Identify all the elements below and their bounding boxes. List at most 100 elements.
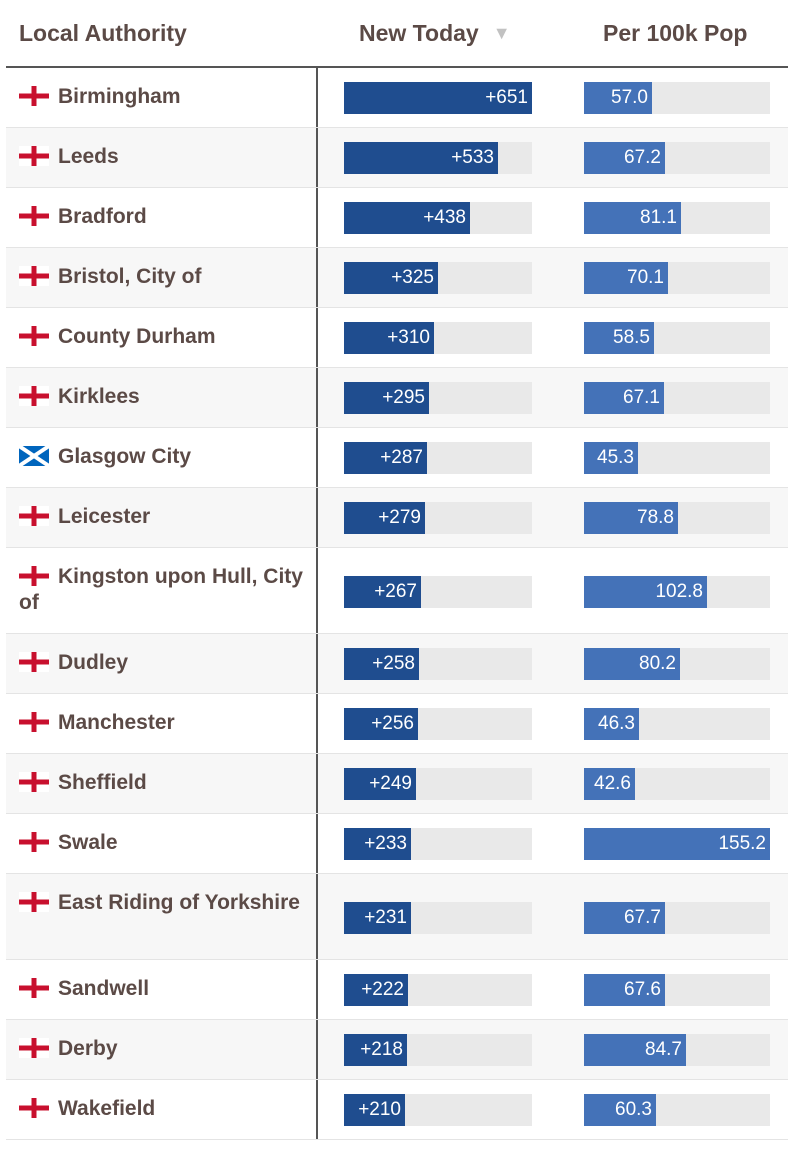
new-today-label: +210 (358, 1099, 401, 1120)
per-100k-bar-track: 70.1 (584, 262, 770, 294)
per-100k-bar-track: 42.6 (584, 768, 770, 800)
new-today-label: +222 (361, 979, 404, 1000)
column-divider (316, 874, 318, 959)
per-100k-label: 67.1 (623, 387, 660, 408)
new-today-bar-track: +233 (344, 828, 532, 860)
table-row: East Riding of Yorkshire +231 67.7 (6, 874, 788, 960)
new-today-bar (344, 828, 411, 860)
authority-name-label: Dudley (58, 651, 129, 674)
authority-name: Bradford (19, 204, 304, 230)
per-100k-label: 67.2 (624, 147, 661, 168)
per-100k-bar-track: 57.0 (584, 82, 770, 114)
column-divider (316, 1080, 318, 1139)
column-divider (316, 188, 318, 247)
authority-name-label: Leeds (58, 145, 119, 168)
new-today-bar (344, 322, 434, 354)
new-today-bar (344, 902, 411, 934)
column-header-per-100k[interactable]: Per 100k Pop (603, 20, 748, 46)
per-100k-label: 57.0 (611, 87, 648, 108)
england-flag-icon (19, 266, 49, 286)
authority-name: Kirklees (19, 384, 304, 410)
new-today-bar-track: +438 (344, 202, 532, 234)
per-100k-bar (584, 502, 678, 534)
new-today-bar (344, 1094, 405, 1126)
table-row: Glasgow City +287 45.3 (6, 428, 788, 488)
per-100k-label: 102.8 (655, 581, 703, 602)
authority-name: Leicester (19, 504, 304, 530)
per-100k-bar (584, 382, 664, 414)
england-flag-icon (19, 712, 49, 732)
authority-name: Bristol, City of (19, 264, 304, 290)
new-today-label: +233 (364, 833, 407, 854)
england-flag-icon (19, 1038, 49, 1058)
column-header-new-today[interactable]: New Today ▼ (359, 20, 511, 47)
column-divider (316, 960, 318, 1019)
per-100k-label: 155.2 (718, 833, 766, 854)
new-today-bar-track: +222 (344, 974, 532, 1006)
per-100k-label: 80.2 (639, 653, 676, 674)
new-today-bar-track: +310 (344, 322, 532, 354)
column-divider (316, 1020, 318, 1079)
new-today-bar-track: +256 (344, 708, 532, 740)
england-flag-icon (19, 386, 49, 406)
authority-name: Dudley (19, 650, 304, 676)
new-today-bar (344, 82, 532, 114)
new-today-label: +249 (369, 773, 412, 794)
table-row: Derby +218 84.7 (6, 1020, 788, 1080)
per-100k-bar-track: 58.5 (584, 322, 770, 354)
column-divider (316, 248, 318, 307)
authority-name-label: Birmingham (58, 85, 181, 108)
per-100k-bar-track: 155.2 (584, 828, 770, 860)
column-divider (316, 308, 318, 367)
per-100k-bar-track: 67.1 (584, 382, 770, 414)
per-100k-label: 81.1 (640, 207, 677, 228)
column-header-new-today-label: New Today (359, 20, 479, 46)
new-today-bar (344, 648, 419, 680)
new-today-label: +651 (485, 87, 528, 108)
england-flag-icon (19, 506, 49, 526)
table-row: Bristol, City of +325 70.1 (6, 248, 788, 308)
authority-name: Sandwell (19, 976, 304, 1002)
column-divider (316, 754, 318, 813)
per-100k-bar-track: 67.6 (584, 974, 770, 1006)
new-today-bar-track: +651 (344, 82, 532, 114)
column-divider (316, 488, 318, 547)
column-divider (316, 368, 318, 427)
table-header: Local Authority New Today ▼ Per 100k Pop (6, 0, 788, 68)
table-row: Kirklees +295 67.1 (6, 368, 788, 428)
column-divider (316, 548, 318, 633)
per-100k-bar (584, 902, 665, 934)
new-today-bar (344, 142, 498, 174)
local-authority-table: Local Authority New Today ▼ Per 100k Pop … (6, 0, 788, 1140)
authority-name: Swale (19, 830, 304, 856)
authority-name-label: Manchester (58, 711, 175, 734)
new-today-bar-track: +325 (344, 262, 532, 294)
authority-name-label: East Riding of Yorkshire (58, 891, 300, 914)
table-row: Sheffield +249 42.6 (6, 754, 788, 814)
table-row: Leeds +533 67.2 (6, 128, 788, 188)
new-today-bar-track: +295 (344, 382, 532, 414)
per-100k-bar (584, 1034, 686, 1066)
new-today-label: +438 (423, 207, 466, 228)
authority-name-label: Kingston upon Hull, City of (19, 565, 303, 614)
per-100k-bar (584, 768, 635, 800)
new-today-label: +258 (372, 653, 415, 674)
authority-name-label: Derby (58, 1037, 118, 1060)
column-divider (316, 128, 318, 187)
england-flag-icon (19, 86, 49, 106)
per-100k-label: 60.3 (615, 1099, 652, 1120)
table-row: Bradford +438 81.1 (6, 188, 788, 248)
per-100k-label: 45.3 (597, 447, 634, 468)
authority-name-label: Sandwell (58, 977, 150, 1000)
per-100k-label: 78.8 (637, 507, 674, 528)
per-100k-label: 70.1 (627, 267, 664, 288)
sort-descending-icon: ▼ (492, 23, 511, 43)
authority-name: East Riding of Yorkshire (19, 890, 304, 916)
per-100k-label: 67.6 (624, 979, 661, 1000)
column-header-local-authority[interactable]: Local Authority (19, 20, 187, 46)
per-100k-bar (584, 576, 707, 608)
new-today-bar-track: +258 (344, 648, 532, 680)
new-today-label: +218 (360, 1039, 403, 1060)
new-today-bar (344, 202, 470, 234)
per-100k-bar (584, 442, 638, 474)
